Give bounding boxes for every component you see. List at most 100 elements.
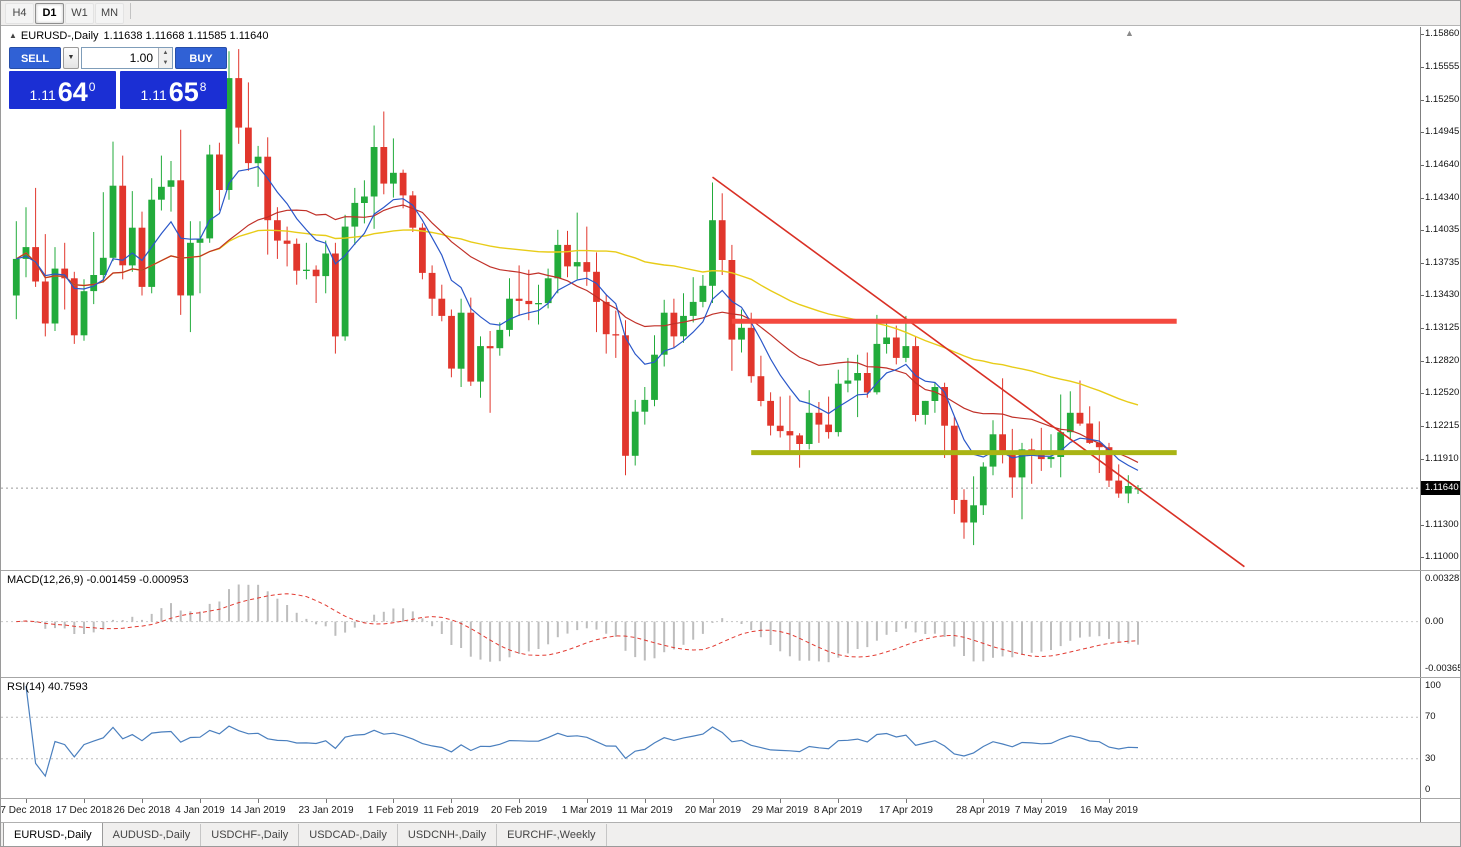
price-axis-tick: [1421, 132, 1424, 133]
price-axis-label: 1.15860: [1425, 28, 1460, 39]
spinner-up-icon[interactable]: ▲: [159, 48, 172, 58]
macd-axis-label: -0.003659: [1425, 663, 1460, 674]
volume-input[interactable]: [82, 48, 157, 68]
trade-prices-row: 1.11 64 0 1.11 65 8: [9, 71, 227, 109]
time-axis-tick: [587, 799, 588, 803]
ohlc-values: 1.11638 1.11668 1.11585 1.11640: [103, 30, 269, 42]
price-axis-label: 1.12215: [1425, 420, 1460, 431]
time-axis-tick: [713, 799, 714, 803]
buy-price-pips: 65: [168, 77, 199, 107]
price-axis-tick: [1421, 67, 1424, 68]
price-axis-label: 1.11910: [1425, 453, 1459, 464]
price-axis-tick: [1421, 459, 1424, 460]
rsi-axis-label: 30: [1425, 753, 1436, 764]
panel-separator[interactable]: [1, 570, 1460, 571]
time-axis-label: 11 Mar 2019: [617, 805, 673, 816]
price-axis-tick: [1421, 165, 1424, 166]
price-axis-tick: [1421, 263, 1424, 264]
time-axis-label: 20 Mar 2019: [684, 805, 742, 816]
volume-spinner: ▲ ▼: [158, 48, 172, 68]
price-axis-tick: [1421, 328, 1424, 329]
time-axis-label: 7 May 2019: [1014, 805, 1068, 816]
time-axis-label: 29 Mar 2019: [751, 805, 809, 816]
time-axis-label: 11 Feb 2019: [423, 805, 479, 816]
panel-separator: [1, 798, 1460, 799]
price-axis-tick: [1421, 100, 1424, 101]
macd-axis-label: 0.00: [1425, 616, 1444, 627]
chart-tab-eurchf-weekly[interactable]: EURCHF-,Weekly: [497, 824, 607, 846]
buy-button[interactable]: BUY: [175, 47, 227, 69]
time-axis-label: 1 Mar 2019: [561, 805, 613, 816]
time-axis-tick: [780, 799, 781, 803]
macd-axis-label: 0.003287: [1425, 573, 1461, 584]
timeframe-button-d1[interactable]: D1: [35, 2, 64, 24]
time-axis-tick: [451, 799, 452, 803]
candlestick-chart[interactable]: [1, 27, 1420, 570]
price-axis-tick: [1421, 198, 1424, 199]
chart-tab-usdchf-daily[interactable]: USDCHF-,Daily: [201, 824, 300, 846]
time-axis-tick: [983, 799, 984, 803]
price-axis-label: 1.15250: [1425, 94, 1460, 105]
price-axis-label: 1.14035: [1425, 224, 1460, 235]
timeframe-button-h4[interactable]: H4: [5, 2, 34, 24]
main-chart-panel: ▲ EURUSD-,Daily 1.11638 1.11668 1.11585 1.…: [1, 27, 1420, 570]
price-axis-label: 1.14340: [1425, 192, 1460, 203]
price-axis-label: 1.12520: [1425, 387, 1460, 398]
sell-price-display[interactable]: 1.11 64 0: [9, 71, 116, 109]
chart-shift-marker-icon: ▲: [1125, 28, 1134, 38]
price-axis-label: 1.11000: [1425, 551, 1459, 562]
time-axis-label: 28 Apr 2019: [956, 805, 1010, 816]
time-axis-label: 26 Dec 2018: [113, 805, 171, 816]
price-axis-tick: [1421, 230, 1424, 231]
time-axis-tick: [393, 799, 394, 803]
macd-label: MACD(12,26,9) -0.001459 -0.000953: [7, 574, 189, 586]
price-axis-tick: [1421, 426, 1424, 427]
time-axis-label: 14 Jan 2019: [230, 805, 286, 816]
price-axis-label: 1.12820: [1425, 355, 1460, 366]
price-axis-label: 1.13430: [1425, 289, 1460, 300]
chart-tab-audusd-daily[interactable]: AUDUSD-,Daily: [103, 824, 202, 846]
one-click-trade-panel: SELL ▼ ▲ ▼ BUY 1.11 64 0 1.1: [9, 47, 227, 109]
rsi-chart[interactable]: [1, 678, 1420, 798]
spinner-down-icon[interactable]: ▼: [159, 58, 172, 68]
price-axis-label: 1.15555: [1425, 61, 1460, 72]
chart-tab-usdcnh-daily[interactable]: USDCNH-,Daily: [398, 824, 498, 846]
buy-price-sup: 8: [199, 80, 207, 94]
panel-separator[interactable]: [1, 677, 1460, 678]
price-axis-label: 1.14640: [1425, 159, 1460, 170]
time-axis-label: 17 Dec 2018: [55, 805, 113, 816]
timeframe-button-mn[interactable]: MN: [95, 2, 124, 24]
buy-price-big: 1.11: [140, 87, 167, 103]
bottom-tab-bar: EURUSD-,Daily AUDUSD-,Daily USDCHF-,Daily U…: [1, 822, 1460, 846]
rsi-label: RSI(14) 40.7593: [7, 681, 88, 693]
price-axis-tick: [1421, 361, 1424, 362]
time-axis[interactable]: 7 Dec 2018 17 Dec 2018 26 Dec 2018 4 Jan 20…: [1, 799, 1420, 822]
chart-tab-eurusd-daily[interactable]: EURUSD-,Daily: [3, 822, 103, 846]
toolbar-separator: [130, 2, 131, 19]
macd-chart[interactable]: [1, 571, 1420, 677]
time-axis-label: 17 Apr 2019: [879, 805, 933, 816]
sell-price-sup: 0: [88, 80, 96, 94]
price-axis-tick: [1421, 295, 1424, 296]
time-axis-tick: [519, 799, 520, 803]
timeframe-button-w1[interactable]: W1: [65, 2, 94, 24]
time-axis-tick: [26, 799, 27, 803]
time-axis-label: 23 Jan 2019: [298, 805, 354, 816]
time-axis-tick: [838, 799, 839, 803]
chart-tab-usdcad-daily[interactable]: USDCAD-,Daily: [299, 824, 398, 846]
time-axis-tick: [1041, 799, 1042, 803]
sell-button[interactable]: SELL: [9, 47, 61, 69]
price-axis[interactable]: 1.15860 1.15555 1.15250 1.14945 1.14640 1.143…: [1420, 27, 1461, 822]
time-axis-tick: [326, 799, 327, 803]
collapse-panel-icon[interactable]: ▲: [9, 31, 17, 40]
time-axis-label: 4 Jan 2019: [175, 805, 225, 816]
timeframe-toolbar: H4 D1 W1 MN: [1, 1, 1460, 26]
time-axis-tick: [258, 799, 259, 803]
buy-price-display[interactable]: 1.11 65 8: [120, 71, 227, 109]
rsi-axis-label: 70: [1425, 711, 1436, 722]
trade-options-dropdown[interactable]: ▼: [63, 47, 79, 69]
time-axis-label: 8 Apr 2019: [813, 805, 863, 816]
time-axis-tick: [142, 799, 143, 803]
price-axis-tick: [1421, 557, 1424, 558]
